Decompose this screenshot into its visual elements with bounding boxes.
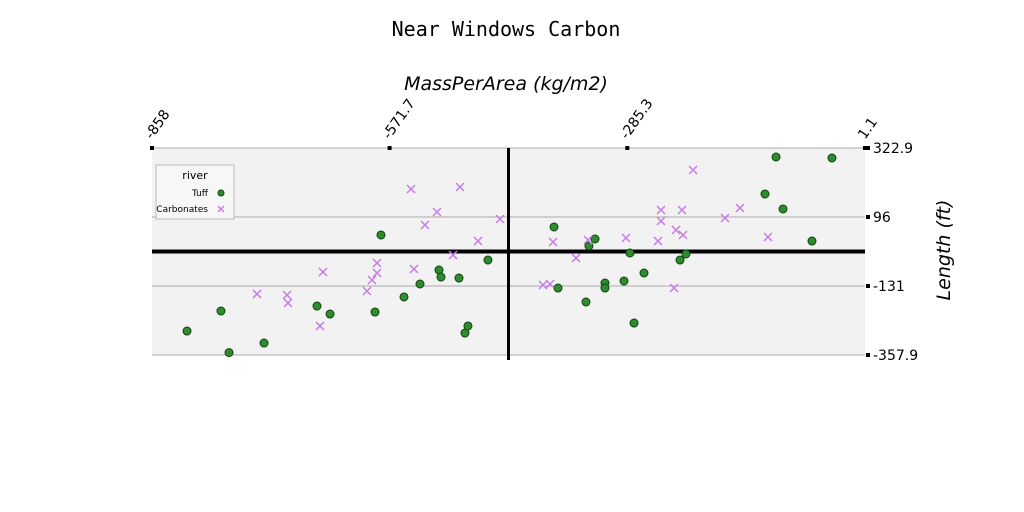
x-tick-label: -285.3 (617, 96, 656, 142)
marker-x (455, 182, 465, 192)
marker-x (669, 283, 679, 293)
y-tick-label: 322.9 (873, 141, 913, 157)
marker-circle (216, 306, 226, 316)
marker-circle (312, 301, 322, 311)
marker-circle (182, 326, 192, 336)
x-tick-label: 1.1 (855, 115, 881, 142)
marker-circle (325, 309, 335, 319)
marker-circle (629, 318, 639, 328)
y-tick-mark (866, 353, 870, 357)
marker-circle (625, 248, 635, 258)
marker-circle (399, 292, 409, 302)
marker-x (653, 236, 663, 246)
chart-title: Near Windows Carbon (392, 17, 621, 41)
marker-x (678, 230, 688, 240)
x-tick-mark (863, 146, 867, 150)
x-tick-mark (150, 146, 154, 150)
marker-x (406, 184, 416, 194)
marker-x (252, 289, 262, 299)
marker-x (583, 235, 593, 245)
marker-circle (778, 204, 788, 214)
marker-x (538, 280, 548, 290)
marker-circle (259, 338, 269, 348)
legend-marker (217, 189, 225, 197)
marker-circle (553, 283, 563, 293)
x-tick-mark (625, 146, 630, 150)
marker-x (367, 275, 377, 285)
x-tick-label: -858 (142, 107, 173, 142)
marker-x (495, 214, 505, 224)
marker-x (362, 286, 372, 296)
marker-circle (600, 283, 610, 293)
marker-circle (454, 273, 464, 283)
marker-circle (760, 189, 770, 199)
y-axis-label: Length (ft) (933, 200, 955, 301)
marker-x (318, 267, 328, 277)
marker-x (656, 205, 666, 215)
marker-x (677, 205, 687, 215)
marker-x (656, 216, 666, 226)
x-axis-label: MassPerArea (kg/m2) (404, 73, 608, 95)
legend-label: Carbonates (156, 205, 208, 215)
marker-circle (619, 276, 629, 286)
marker-x (315, 321, 325, 331)
marker-circle (771, 152, 781, 162)
marker-circle (463, 321, 473, 331)
legend: river Tuff Carbonates (155, 164, 235, 220)
marker-x (372, 268, 382, 278)
x-tick-label: -571.7 (380, 96, 419, 142)
y-tick-label: 96 (873, 210, 891, 226)
legend-marker (217, 205, 225, 213)
marker-x (409, 264, 419, 274)
marker-circle (681, 249, 691, 259)
y-tick-label: -131 (873, 279, 905, 295)
marker-x (420, 220, 430, 230)
marker-circle (827, 153, 837, 163)
y-tick-mark (866, 146, 870, 150)
y-tick-mark (866, 214, 870, 219)
marker-circle (224, 348, 234, 358)
marker-x (621, 233, 631, 243)
marker-circle (370, 307, 380, 317)
marker-circle (436, 272, 446, 282)
y-tick-label: -357.9 (873, 348, 918, 364)
marker-x (671, 225, 681, 235)
marker-circle (581, 297, 591, 307)
marker-x (448, 250, 458, 260)
y-tick-mark (866, 284, 870, 289)
marker-circle (675, 255, 685, 265)
marker-x (571, 253, 581, 263)
marker-x (735, 203, 745, 213)
marker-x (548, 237, 558, 247)
marker-circle (549, 222, 559, 232)
marker-x (688, 165, 698, 175)
marker-x (432, 207, 442, 217)
marker-x (283, 298, 293, 308)
x-tick-mark (387, 146, 392, 150)
legend-label: Tuff (191, 189, 209, 199)
marker-circle (639, 268, 649, 278)
marker-x (282, 290, 292, 300)
marker-circle (376, 230, 386, 240)
marker-circle (483, 255, 493, 265)
marker-x (545, 279, 555, 289)
legend-title: river (182, 169, 208, 182)
marker-x (473, 236, 483, 246)
marker-circle (590, 234, 600, 244)
marker-x (763, 232, 773, 242)
marker-circle (415, 279, 425, 289)
marker-x (372, 258, 382, 268)
marker-x (720, 213, 730, 223)
marker-circle (807, 236, 817, 246)
